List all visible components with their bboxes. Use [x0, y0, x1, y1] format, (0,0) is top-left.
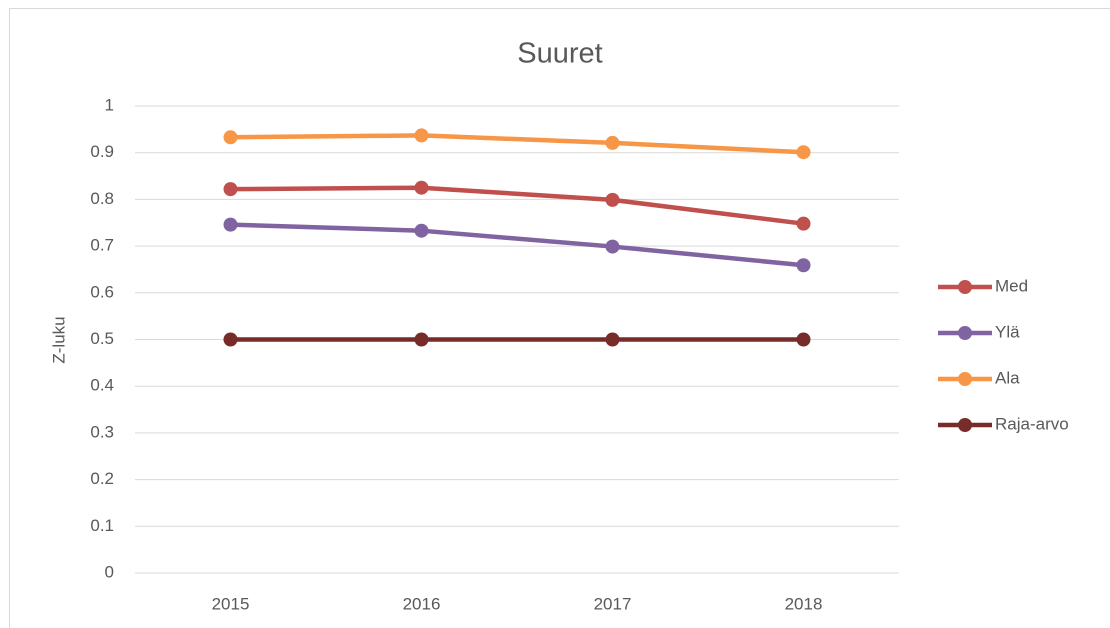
- data-point: [414, 128, 429, 143]
- y-tick-label: 0.6: [90, 282, 114, 301]
- data-point: [796, 258, 811, 273]
- y-tick-label: 0: [105, 562, 114, 581]
- legend-marker: [958, 280, 972, 294]
- legend-marker: [958, 326, 972, 340]
- series-line: [230, 133, 804, 155]
- data-point: [414, 180, 429, 195]
- x-tick-label: 2016: [403, 594, 441, 613]
- data-point: [796, 216, 811, 231]
- y-tick-label: 0.5: [90, 329, 114, 348]
- data-point: [223, 332, 238, 347]
- data-point: [605, 192, 620, 207]
- legend-label: Med: [995, 276, 1028, 295]
- y-tick-label: 0.1: [90, 516, 114, 535]
- chart-title: Suuret: [517, 38, 602, 70]
- y-axis-label: Z-luku: [49, 316, 68, 363]
- y-tick-label: 0.8: [90, 189, 114, 208]
- legend-label: Raja-arvo: [995, 414, 1069, 433]
- y-tick-label: 0.2: [90, 469, 114, 488]
- legend-label: Ylä: [995, 322, 1020, 341]
- y-tick-label: 0.9: [90, 142, 114, 161]
- series-line: [230, 185, 804, 226]
- y-tick-label: 0.3: [90, 422, 114, 441]
- data-point: [796, 145, 811, 160]
- data-point: [223, 217, 238, 232]
- data-point: [796, 332, 811, 347]
- x-tick-label: 2017: [594, 594, 632, 613]
- y-tick-label: 0.7: [90, 236, 114, 255]
- data-point: [223, 130, 238, 145]
- chart-frame: [9, 8, 1110, 628]
- data-point: [223, 182, 238, 197]
- x-tick-label: 2018: [785, 594, 823, 613]
- data-point: [414, 332, 429, 347]
- legend-marker: [958, 372, 972, 386]
- x-tick-label: 2015: [212, 594, 250, 613]
- data-point: [605, 135, 620, 150]
- data-point: [605, 332, 620, 347]
- series-line: [230, 222, 804, 268]
- legend-label: Ala: [995, 368, 1020, 387]
- y-tick-label: 0.4: [90, 376, 114, 395]
- y-tick-label: 1: [105, 95, 114, 114]
- data-point: [605, 239, 620, 254]
- legend-marker: [958, 418, 972, 432]
- data-point: [414, 223, 429, 238]
